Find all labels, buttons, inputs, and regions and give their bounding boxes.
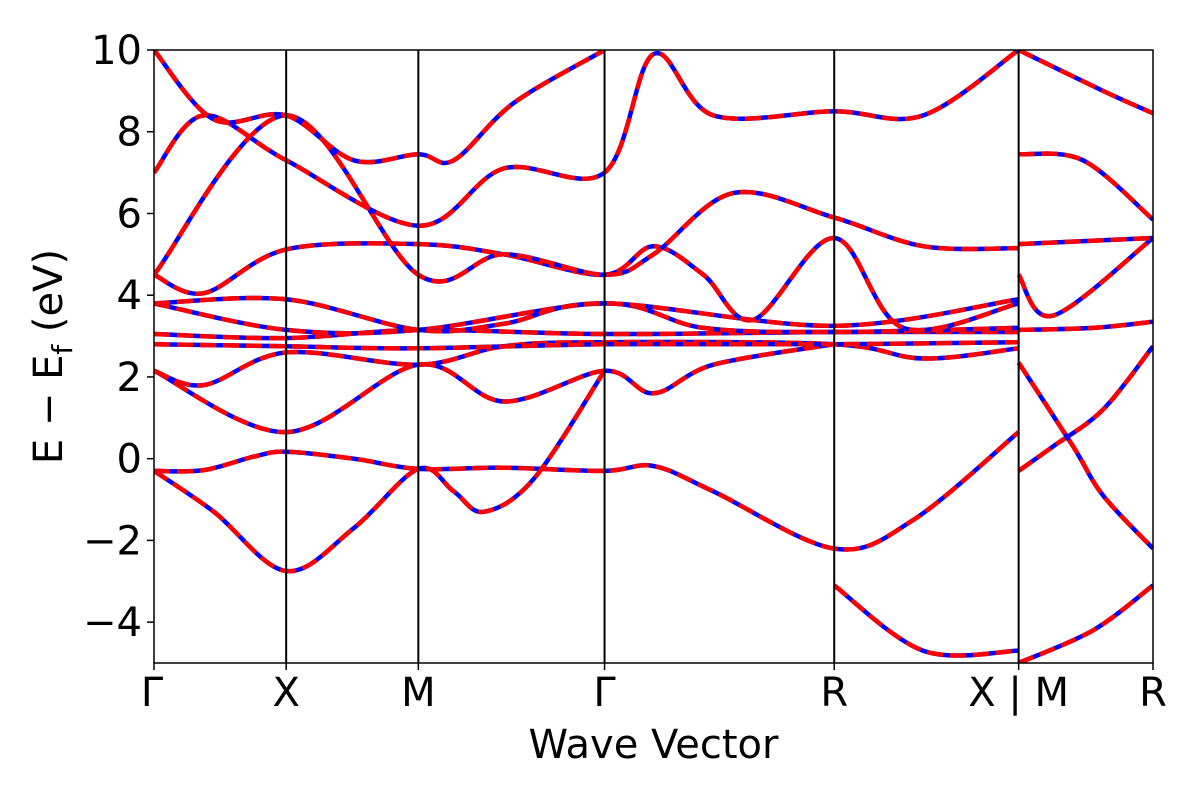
y-axis-label-subscript: f	[46, 344, 79, 355]
band-20	[1017, 50, 1153, 116]
band-9	[154, 235, 1020, 333]
x-axis-ticks: Γ X M Γ R X | M R	[141, 663, 1167, 716]
band-12-dashed-line	[154, 50, 606, 166]
band-19-dashed-line	[1018, 151, 1153, 222]
band-3-reference-line	[154, 341, 835, 435]
y-tick-label: 2	[117, 355, 142, 401]
x-tick-label: M	[401, 670, 436, 716]
band-15	[1016, 361, 1153, 551]
band-16-dashed-line	[1018, 319, 1153, 333]
y-tick-label: 10	[91, 28, 142, 74]
band-14-reference-line	[1017, 344, 1153, 473]
band-13-reference-line	[832, 583, 1019, 658]
band-2-dashed-line	[154, 369, 607, 574]
band-1	[154, 430, 1021, 552]
x-tick-label: Γ	[593, 670, 616, 716]
band-10-dashed-line	[154, 113, 1019, 284]
x-tick-label: R	[820, 670, 848, 716]
plot-frame	[153, 49, 1154, 664]
band-17-dashed-line	[1016, 236, 1153, 319]
band-16	[1018, 319, 1153, 333]
y-axis-label-main: E − E	[26, 355, 72, 465]
band-3	[154, 341, 835, 435]
band-10-reference-line	[154, 113, 1019, 284]
y-tick-label: 6	[117, 191, 142, 237]
band-curves	[154, 50, 1153, 663]
band-7-dashed-line	[154, 301, 1019, 336]
band-5	[154, 339, 1019, 351]
x-tick-label: X | M	[968, 670, 1069, 716]
band-16-reference-line	[1018, 319, 1153, 333]
y-axis-ticks: −4 −2 0 2 4 6 8 10	[83, 28, 154, 646]
band-14-dashed-line	[1017, 344, 1153, 473]
band-19	[1018, 151, 1153, 222]
band-5-dashed-line	[154, 339, 1019, 351]
band-20-dashed-line	[1017, 50, 1153, 116]
band-13-dashed-line	[832, 583, 1019, 658]
band-11-dashed-line	[154, 50, 1020, 228]
band-21-dashed-line	[1017, 583, 1153, 663]
band-2-reference-line	[154, 369, 607, 574]
y-tick-label: 8	[117, 110, 142, 156]
y-axis-label-unit: (eV)	[26, 249, 72, 345]
band-10	[154, 113, 1019, 284]
band-15-dashed-line	[1016, 361, 1153, 551]
band-4-dashed-line	[154, 339, 1019, 388]
band-11-reference-line	[154, 50, 1020, 228]
band-17	[1016, 236, 1153, 319]
x-tick-label: R	[1139, 670, 1167, 716]
band-12-reference-line	[154, 50, 606, 166]
band-6-dashed-line	[154, 327, 1019, 341]
x-axis-label: Wave Vector	[529, 722, 780, 768]
band-17-reference-line	[1016, 236, 1153, 319]
band-21	[1017, 583, 1153, 663]
band-4-reference-line	[154, 339, 1019, 388]
x-tick-label: X	[272, 670, 299, 716]
x-tick-label: Γ	[141, 670, 164, 716]
band-8-dashed-line	[154, 295, 1019, 334]
band-18-dashed-line	[1018, 235, 1153, 247]
y-tick-label: −2	[83, 518, 142, 564]
band-3-dashed-line	[154, 341, 835, 435]
y-tick-label: 0	[117, 437, 142, 483]
band-4	[154, 339, 1019, 388]
y-tick-label: 4	[117, 273, 142, 319]
y-axis-label: E − Ef (eV)	[26, 249, 79, 464]
band-18	[1018, 235, 1153, 247]
band-21-reference-line	[1017, 583, 1153, 663]
band-14	[1017, 344, 1153, 473]
band-1-reference-line	[154, 430, 1021, 552]
band-12	[154, 50, 606, 166]
band-11	[154, 50, 1020, 228]
band-13	[832, 583, 1019, 658]
band-2	[154, 369, 607, 574]
y-tick-label: −4	[83, 600, 142, 646]
high-symmetry-lines	[285, 50, 1020, 663]
band-18-reference-line	[1018, 235, 1153, 247]
